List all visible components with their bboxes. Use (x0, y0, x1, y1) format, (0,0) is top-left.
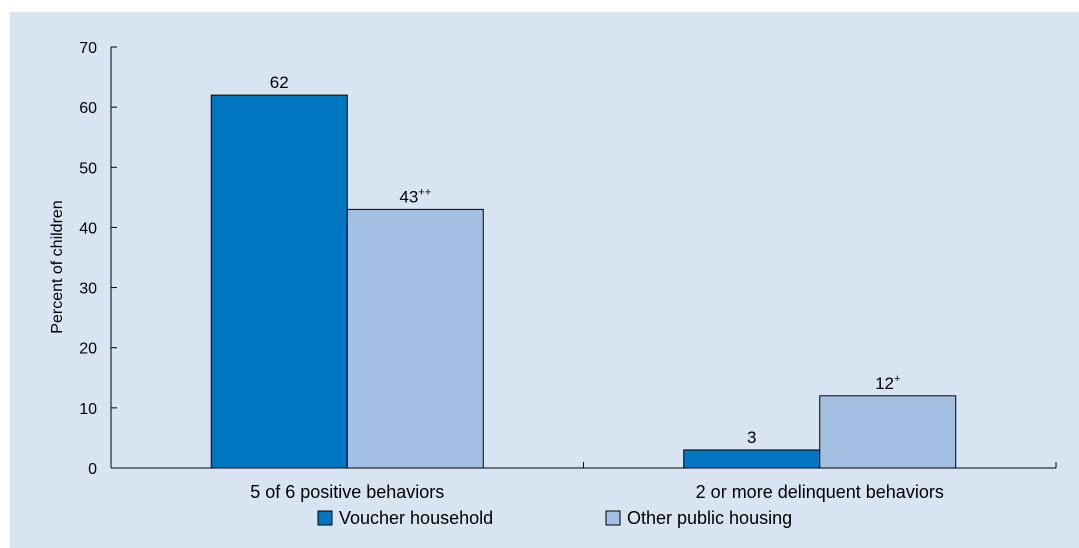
bar (210, 94, 348, 469)
y-tick-label: 40 (79, 220, 97, 237)
data-label: 62 (270, 73, 289, 92)
bar (683, 449, 821, 469)
y-tick-label: 60 (79, 100, 97, 117)
legend-label: Voucher household (339, 508, 493, 528)
x-category-label: 2 or more delinquent behaviors (696, 482, 944, 502)
bars: 62 43++ 3 12+ (210, 73, 957, 469)
legend-label: Other public housing (627, 508, 792, 528)
chart-panel: Percent of children 0 10 20 30 40 50 60 70 5 of … (10, 12, 1079, 548)
data-label: 12+ (875, 373, 900, 393)
bar-chart: Percent of children 0 10 20 30 40 50 60 70 5 of … (49, 40, 1057, 528)
bar (819, 395, 957, 469)
y-tick-label: 30 (79, 281, 97, 298)
legend-swatch (317, 510, 333, 526)
y-tick-label: 20 (79, 341, 97, 358)
y-tick-label: 10 (79, 401, 97, 418)
axes: 0 10 20 30 40 50 60 70 5 of 6 positive behaviors… (79, 40, 1057, 502)
legend-swatch (605, 510, 621, 526)
bar (346, 208, 484, 469)
data-label: 43++ (399, 186, 431, 206)
legend: Voucher household Other public housing (317, 508, 792, 528)
x-category-label: 5 of 6 positive behaviors (250, 482, 444, 502)
y-tick-label: 0 (88, 461, 97, 478)
y-tick-label: 50 (79, 160, 97, 177)
y-tick-label: 70 (79, 40, 97, 57)
y-axis-title: Percent of children (49, 200, 66, 333)
data-label: 3 (747, 428, 756, 447)
